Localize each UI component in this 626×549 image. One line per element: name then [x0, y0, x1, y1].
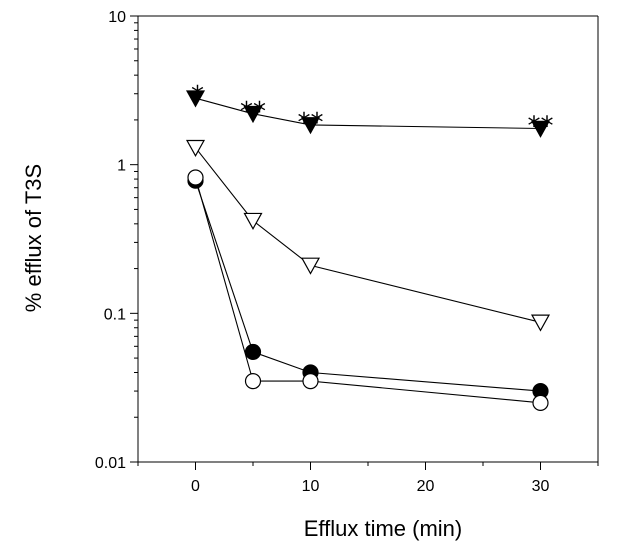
significance-annotation: *: [191, 81, 204, 111]
y-tick-label: 1: [117, 158, 126, 175]
series-line-3: [194, 180, 541, 392]
data-point: [243, 212, 263, 230]
y-tick-label: 0.1: [104, 306, 126, 323]
data-point: [530, 314, 551, 332]
data-point: [300, 257, 321, 275]
data-point: [302, 373, 319, 390]
data-point: [532, 394, 549, 411]
data-point: [244, 373, 262, 390]
series-line-2: [195, 147, 541, 323]
significance-annotation: **: [240, 97, 266, 127]
data-point: [244, 343, 262, 361]
data-point: [185, 139, 206, 158]
x-axis-label: Efflux time (min): [304, 516, 463, 541]
y-tick-label: 0.01: [95, 455, 126, 472]
x-tick-label: 10: [302, 478, 320, 495]
x-tick-label: 20: [417, 478, 435, 495]
data-point: [187, 169, 204, 186]
x-tick-label: 30: [532, 478, 550, 495]
significance-annotation: **: [298, 108, 324, 138]
data-point: [243, 105, 263, 124]
y-axis-label: % efflux of T3S: [21, 164, 46, 312]
x-tick-label: 0: [191, 478, 200, 495]
y-tick-label: 10: [108, 9, 126, 26]
significance-annotation: **: [528, 112, 554, 142]
data-point: [530, 120, 551, 138]
data-point: [300, 117, 321, 135]
data-point: [185, 90, 206, 108]
series-line-4: [194, 177, 541, 404]
series-line-1: [195, 97, 541, 130]
